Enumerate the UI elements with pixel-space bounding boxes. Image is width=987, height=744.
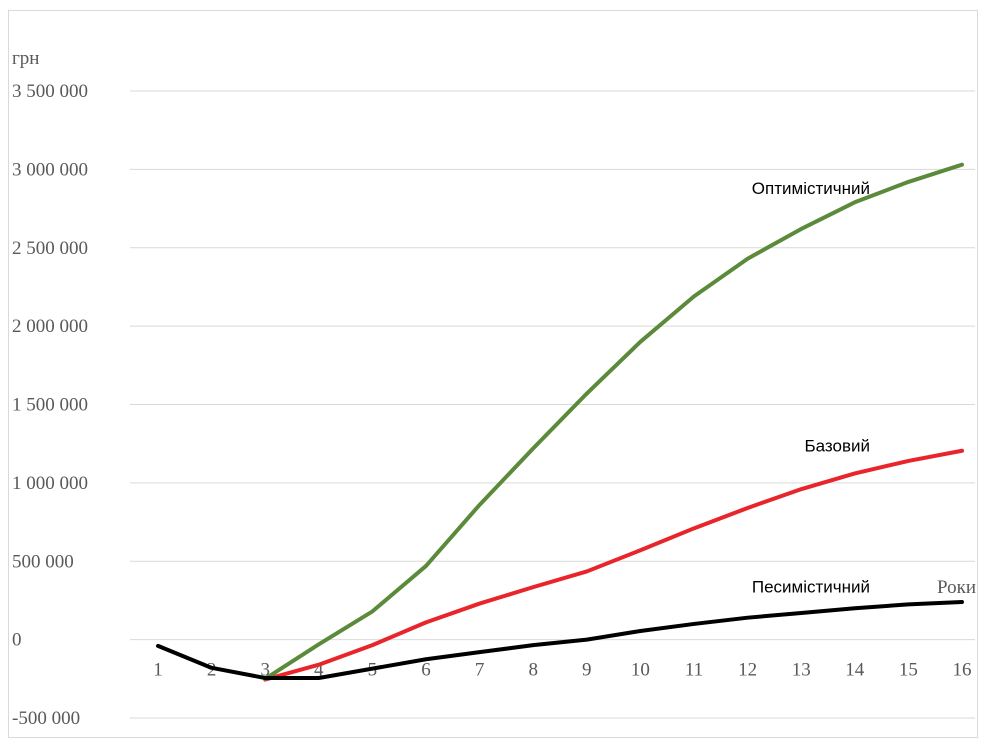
x-tick-label: 3 [260, 660, 270, 681]
x-tick-label: 11 [685, 660, 703, 681]
y-tick-label: 3 000 000 [12, 159, 88, 180]
y-tick-label: 0 [12, 630, 22, 651]
x-tick-label: 2 [207, 660, 217, 681]
y-tick-label: 1 000 000 [12, 473, 88, 494]
y-axis-unit-label: грн [12, 48, 39, 69]
y-tick-label: -500 000 [12, 708, 80, 729]
y-tick-label: 1 500 000 [12, 395, 88, 416]
series-label-оптимістичний: Оптимістичний [752, 179, 870, 198]
y-tick-label: 2 000 000 [12, 316, 88, 337]
y-tick-label: 2 500 000 [12, 238, 88, 259]
series-line-базовий [263, 448, 964, 682]
series-label-базовий: Базовий [804, 436, 870, 455]
x-tick-label: 8 [528, 660, 538, 681]
chart-border [8, 10, 978, 738]
x-tick-label: 14 [845, 660, 865, 681]
series-line-оптимістичний [263, 162, 964, 681]
x-tick-label: 10 [631, 660, 650, 681]
x-tick-label: 9 [582, 660, 592, 681]
x-tick-label: 1 [153, 660, 163, 681]
series-line-песимістичний [156, 600, 964, 681]
x-tick-label: 15 [899, 660, 918, 681]
series-lines [156, 162, 964, 682]
x-tick-label: 4 [314, 660, 324, 681]
series-label-песимістичний: Песимістичний [752, 577, 870, 596]
x-tick-label: 13 [792, 660, 811, 681]
y-axis-ticks: -500 000 0 500 000 1 000 000 1 500 000 2 000 … [12, 81, 88, 729]
x-tick-label: 16 [953, 660, 972, 681]
x-tick-label: 6 [421, 660, 431, 681]
x-axis-ticks: 1 2 3 4 5 6 7 8 9 10 11 12 13 14 15 16 [153, 660, 971, 681]
series-labels: Оптимістичний Базовий Песимістичний [752, 179, 870, 596]
x-axis-label: Роки [937, 577, 976, 598]
x-tick-label: 12 [738, 660, 757, 681]
y-tick-label: 3 500 000 [12, 81, 88, 102]
gridlines [130, 90, 975, 719]
x-tick-label: 7 [475, 660, 485, 681]
y-tick-label: 500 000 [12, 551, 74, 572]
